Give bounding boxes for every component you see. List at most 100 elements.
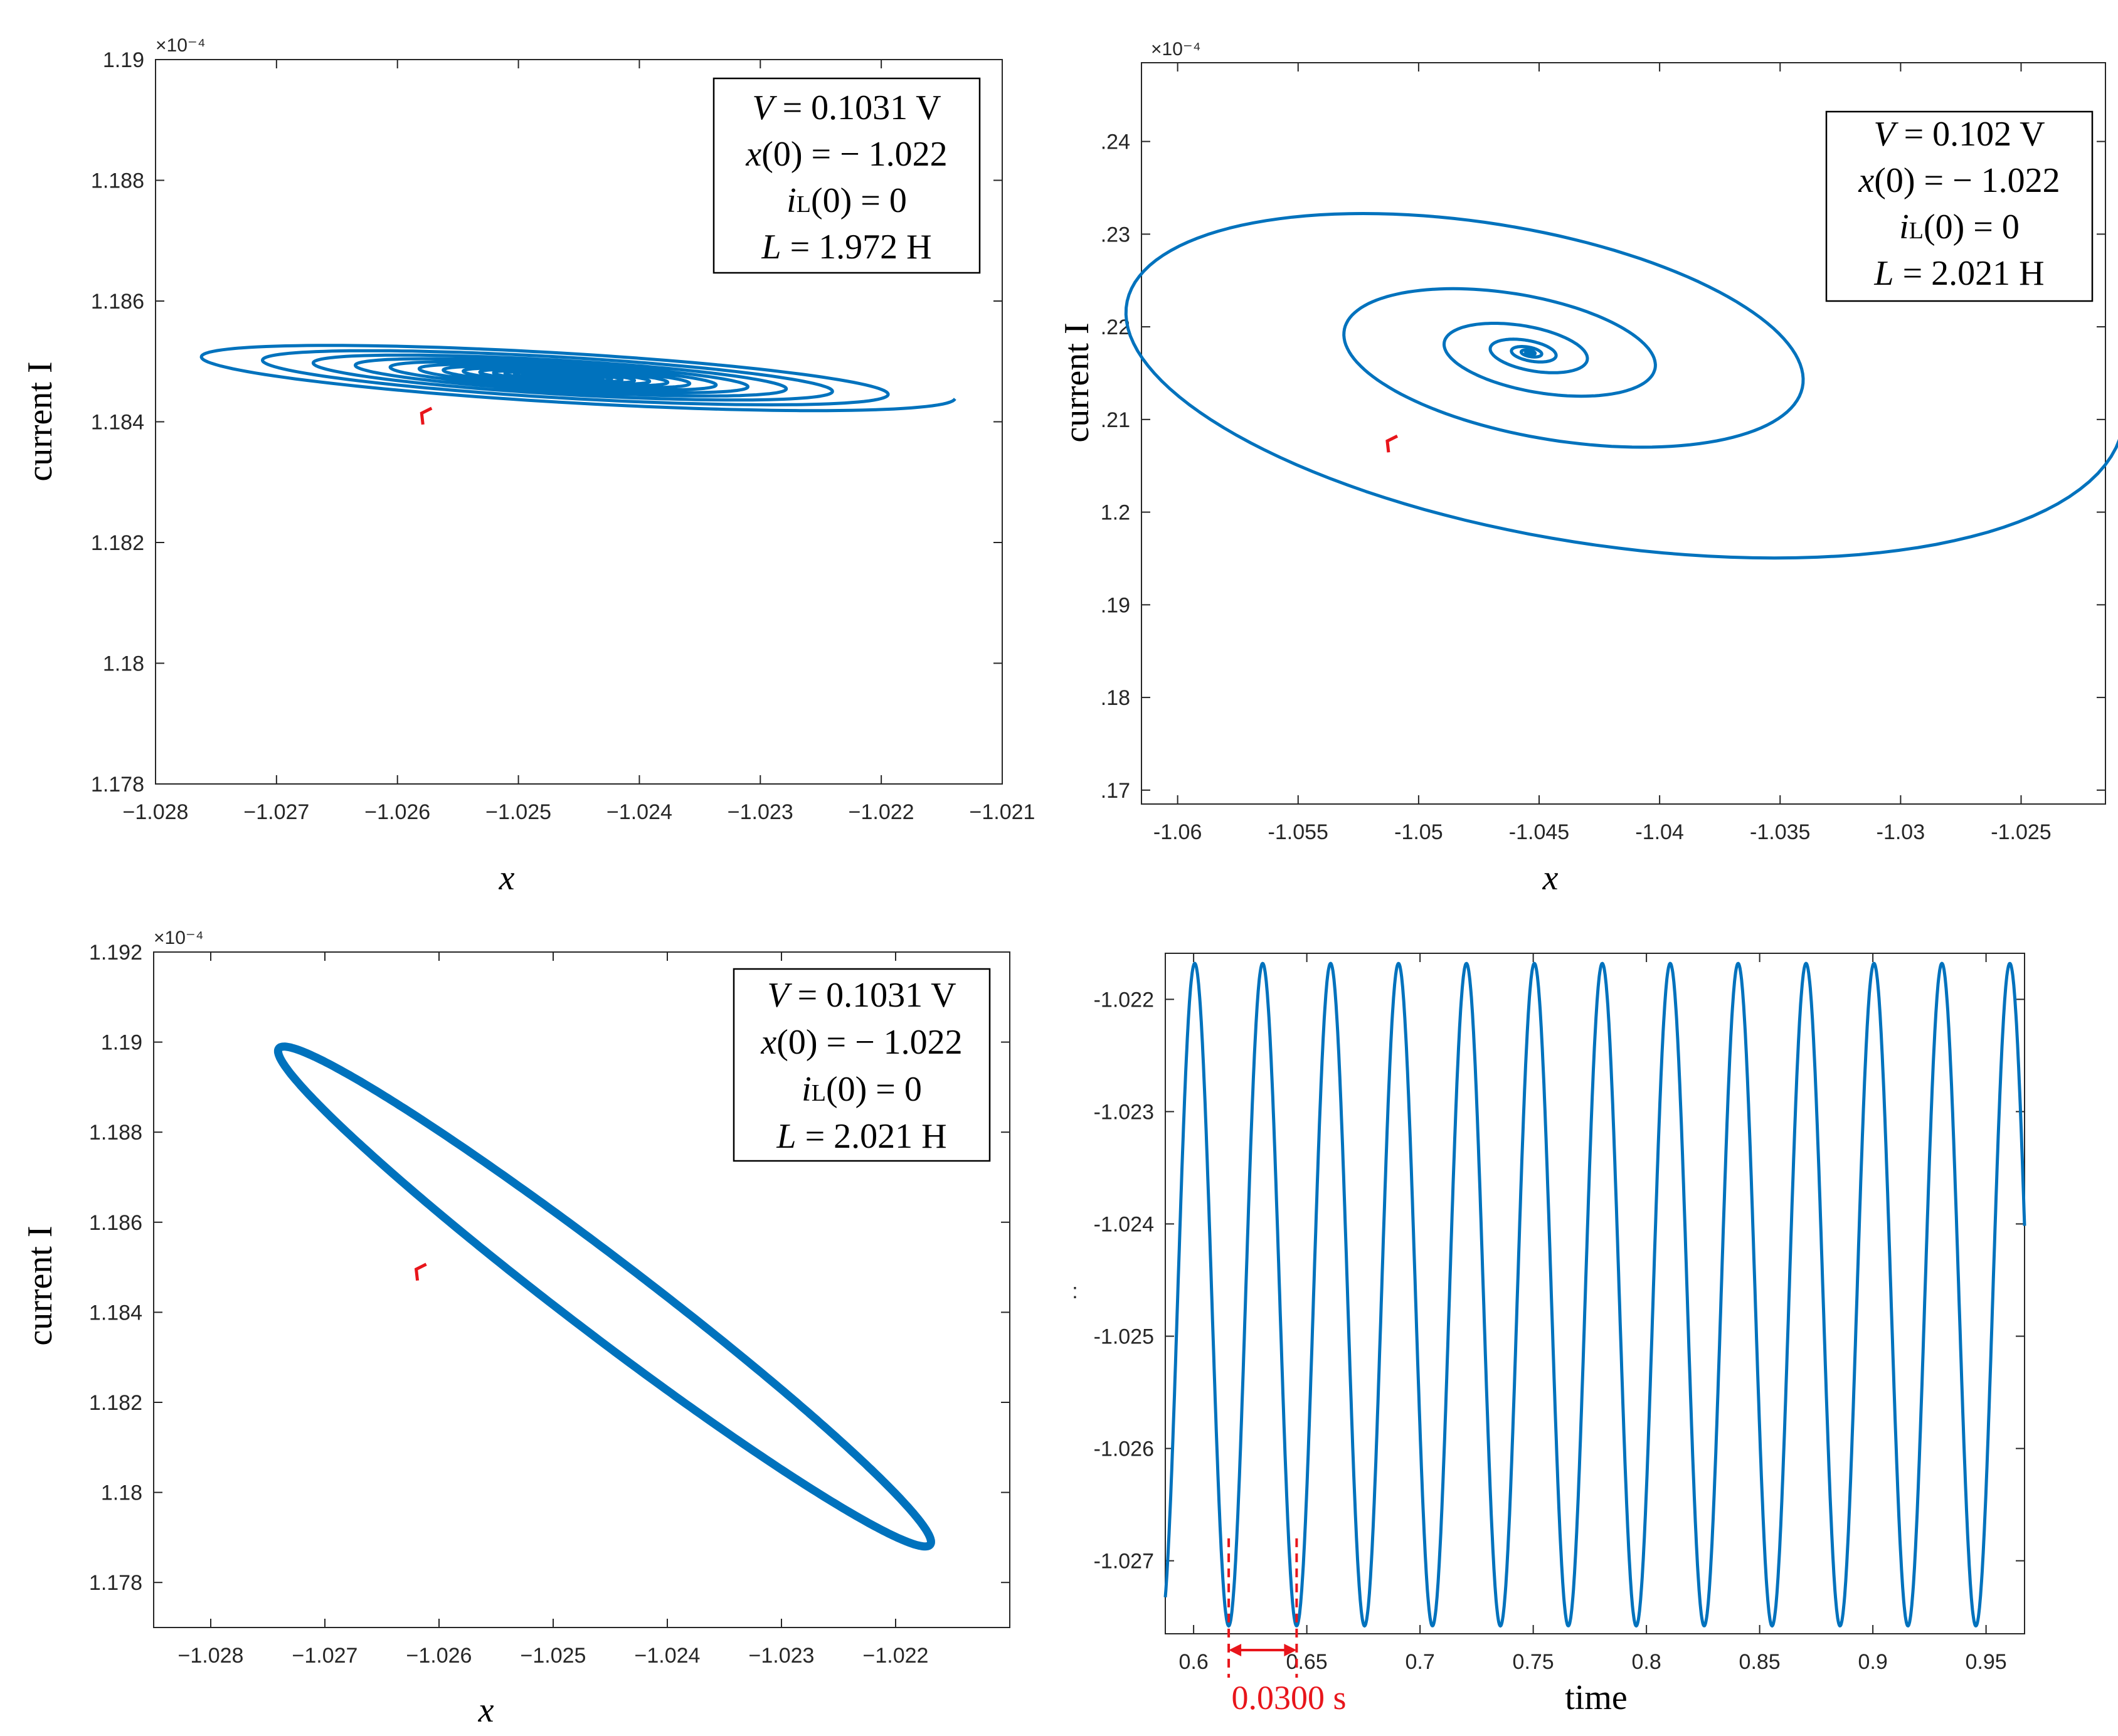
legend-box: V = 0.102 V x(0) = − 1.022 iL(0) = 0 L =… xyxy=(1825,110,2094,302)
y-tick-label: 1.19 xyxy=(101,1031,142,1055)
legend-x0: x(0) = − 1.022 xyxy=(760,1023,962,1062)
x-tick-label: 0.8 xyxy=(1631,1650,1661,1674)
y-ticks: -1.022 -1.023 -1.024 -1.025 -1.026 -1.027 xyxy=(1094,988,2025,1574)
y-tick-label: 1.19 xyxy=(103,48,144,72)
y-tick-label: .18 xyxy=(1101,686,1130,710)
x-tick-label: -1.025 xyxy=(1991,820,2051,844)
x-ticks: 0.6 0.65 0.7 0.75 0.8 0.85 0.9 0.95 xyxy=(1178,953,2007,1674)
x-tick-label: −1.023 xyxy=(749,1644,815,1668)
legend-il0: iL(0) = 0 xyxy=(1899,208,2020,246)
start-arrow-marker xyxy=(420,406,433,425)
x-tick-label: −1.025 xyxy=(485,800,551,824)
legend-voltage: V = 0.1031 V xyxy=(752,88,941,127)
x-tick-label: −1.023 xyxy=(728,800,793,824)
x-tick-label: −1.026 xyxy=(406,1644,472,1668)
x-tick-label: -1.055 xyxy=(1268,820,1328,844)
x-tick-label: −1.027 xyxy=(243,800,309,824)
y-tick-label: -1.027 xyxy=(1094,1550,1154,1574)
x-tick-label: −1.028 xyxy=(178,1644,244,1668)
x-tick-label: 0.85 xyxy=(1739,1650,1781,1674)
legend-il0: iL(0) = 0 xyxy=(802,1070,922,1109)
panel-bottom-left: −1.028 −1.027 −1.026 −1.025 −1.024 −1.023 −1.0… xyxy=(21,928,1010,1730)
x-tick-label: −1.024 xyxy=(635,1644,701,1668)
y-tick-label: 1.182 xyxy=(89,1391,142,1415)
x-tick-label: -1.04 xyxy=(1635,820,1684,844)
y-tick-label: 1.188 xyxy=(91,169,144,193)
y-exponent-label: ×10⁻⁴ xyxy=(1151,39,1201,60)
x-axis-label: x xyxy=(499,859,515,897)
y-tick-label: 1.186 xyxy=(89,1211,142,1235)
legend-inductance: L = 1.972 H xyxy=(761,228,931,267)
y-tick-label: 1.184 xyxy=(89,1301,142,1325)
y-tick-label: 1.192 xyxy=(89,941,142,965)
x-tick-label: −1.024 xyxy=(606,800,672,824)
y-tick-label: 1.18 xyxy=(101,1481,142,1505)
y-tick-label: .17 xyxy=(1101,779,1130,803)
x-tick-label: 0.7 xyxy=(1405,1650,1434,1674)
x-tick-label: 0.6 xyxy=(1178,1650,1208,1674)
time-series-line xyxy=(1163,961,2026,1628)
y-tick-label: 1.186 xyxy=(91,290,144,314)
y-tick-label: -1.025 xyxy=(1094,1325,1154,1349)
x-tick-label: 0.75 xyxy=(1513,1650,1554,1674)
y-ticks: .17.18.191.2.21.22.23.24 xyxy=(1101,130,2105,803)
x-axis-label: x xyxy=(1542,859,1559,897)
start-arrow-marker xyxy=(414,1262,427,1281)
y-axis-label: current I xyxy=(21,361,60,481)
y-tick-label: 1.178 xyxy=(91,773,144,797)
x-tick-label: -1.05 xyxy=(1394,820,1443,844)
panel-bottom-right: 0.6 0.65 0.7 0.75 0.8 0.85 0.9 0.95 -1.022-1.02… xyxy=(1072,953,2026,1717)
legend-box: V = 0.1031 V x(0) = − 1.022 iL(0) = 0 L … xyxy=(712,77,981,274)
x-tick-label: −1.022 xyxy=(849,800,914,824)
y-axis-label: current I xyxy=(21,1225,60,1345)
legend-il0: iL(0) = 0 xyxy=(786,181,907,220)
arrowhead-right xyxy=(1284,1644,1297,1656)
x-tick-label: -1.035 xyxy=(1750,820,1810,844)
y-exponent-label: ×10⁻⁴ xyxy=(156,35,206,56)
y-tick-label: 1.182 xyxy=(91,531,144,555)
x-tick-label: −1.027 xyxy=(292,1644,358,1668)
y-tick-label: -1.022 xyxy=(1094,988,1154,1012)
limit-cycle-line xyxy=(273,1042,935,1551)
x-tick-label: -1.045 xyxy=(1509,820,1569,844)
x-ticks: -1.06 -1.055 -1.05 -1.045 -1.04 -1.035 -1.03 -1… xyxy=(1153,63,2052,844)
x-ticks: −1.028 −1.027 −1.026 −1.025 −1.024 −1.023 −1.0… xyxy=(123,60,1035,824)
arrowhead-left xyxy=(1229,1644,1242,1656)
x-tick-label: -1.03 xyxy=(1877,820,1925,844)
x-tick-label: −1.025 xyxy=(521,1644,586,1668)
y-exponent-label: ×10⁻⁴ xyxy=(154,928,204,948)
x-tick-label: −1.022 xyxy=(863,1644,929,1668)
y-axis-label: current I xyxy=(1057,322,1096,442)
x-axis-label: time xyxy=(1565,1678,1628,1717)
y-axis-label: : xyxy=(1072,1279,1078,1303)
y-tick-label: 1.178 xyxy=(89,1571,142,1595)
legend-inductance: L = 2.021 H xyxy=(776,1117,946,1156)
y-tick-label: 1.2 xyxy=(1101,501,1130,525)
y-tick-label: -1.026 xyxy=(1094,1437,1154,1461)
trajectory-line xyxy=(1124,212,2118,560)
y-tick-label: 1.184 xyxy=(91,411,144,435)
legend-x0: x(0) = − 1.022 xyxy=(745,135,947,174)
start-arrow-marker xyxy=(1385,435,1399,453)
x-tick-label: 0.95 xyxy=(1966,1650,2007,1674)
x-axis-label: x xyxy=(478,1691,494,1730)
y-tick-label: .19 xyxy=(1101,593,1130,617)
x-tick-label: -1.06 xyxy=(1153,820,1202,844)
y-ticks: 1.178 1.18 1.182 1.184 1.186 1.188 1.19 xyxy=(91,48,1002,797)
legend-x0: x(0) = − 1.022 xyxy=(1858,161,2060,200)
period-annotation: 0.0300 s xyxy=(1227,1538,1347,1717)
panel-top-left: −1.028 −1.027 −1.026 −1.025 −1.024 −1.023 −1.0… xyxy=(21,35,1035,897)
x-tick-label: −1.021 xyxy=(970,800,1035,824)
trajectory-line xyxy=(199,344,956,413)
y-tick-label: .23 xyxy=(1101,223,1130,246)
legend-voltage: V = 0.102 V xyxy=(1873,115,2045,154)
x-tick-label: 0.9 xyxy=(1858,1650,1887,1674)
y-ticks: 1.178 1.18 1.182 1.184 1.186 1.188 1.19 1.192 xyxy=(89,941,1010,1595)
y-tick-label: -1.024 xyxy=(1094,1212,1154,1236)
x-ticks: −1.028 −1.027 −1.026 −1.025 −1.024 −1.023 −1.0… xyxy=(178,952,929,1668)
y-tick-label: 1.188 xyxy=(89,1121,142,1145)
x-tick-label: −1.028 xyxy=(123,800,189,824)
panel-top-right: -1.06 -1.055 -1.05 -1.045 -1.04 -1.035 -1.03 -1… xyxy=(1057,39,2118,897)
y-tick-label: -1.023 xyxy=(1094,1100,1154,1124)
y-tick-label: .24 xyxy=(1101,130,1130,154)
